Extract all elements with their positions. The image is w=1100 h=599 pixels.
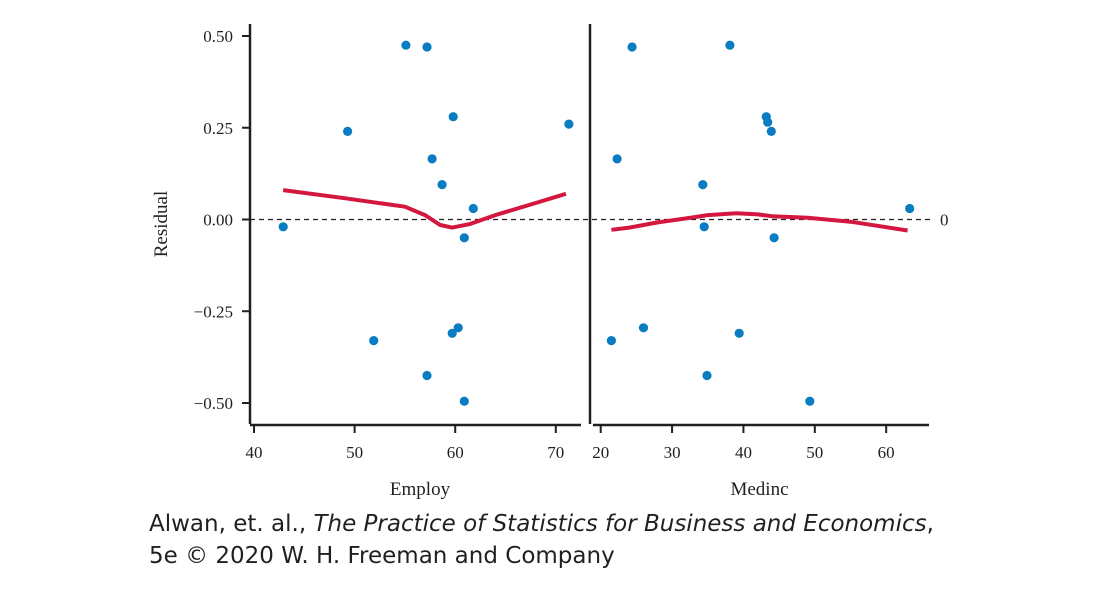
credit-comma: , [926, 511, 934, 537]
x-tick-label: 50 [806, 443, 823, 462]
data-point [447, 328, 457, 338]
data-point [468, 203, 478, 214]
data-point [763, 117, 773, 127]
data-point [369, 336, 379, 346]
x-tick-label: 60 [878, 443, 895, 462]
x-tick-label: 20 [592, 443, 609, 462]
data-point [734, 328, 744, 338]
x-tick-label: 50 [346, 443, 363, 462]
data-point [459, 396, 469, 406]
x-tick-label: 30 [664, 443, 681, 462]
y-tick-label: −0.25 [194, 302, 233, 321]
data-point [606, 336, 617, 346]
data-point [453, 323, 463, 333]
credit-book-title: The Practice of Statistics for Business … [313, 511, 927, 537]
data-point [905, 203, 915, 214]
data-point [725, 40, 735, 50]
data-point [459, 233, 469, 243]
data-point [564, 119, 574, 129]
residual-plot: Residual 0.50 0.25 0.00 −0.25 −0.50 40 50 60 70 E… [151, 24, 949, 500]
data-point [612, 154, 622, 164]
data-point [437, 180, 447, 190]
data-point [699, 222, 709, 232]
credit-line-2: 5e © 2020 W. H. Freeman and Company [149, 543, 615, 569]
x-tick-label: 40 [246, 443, 263, 462]
smooth-curve-1 [282, 188, 567, 230]
data-point [638, 323, 649, 333]
y-tick-label: 0.25 [203, 119, 233, 138]
data-point [702, 370, 712, 381]
data-point [769, 233, 779, 243]
data-point [343, 126, 353, 136]
x-tick-label: 60 [447, 443, 464, 462]
data-point [627, 42, 637, 52]
data-point [805, 396, 815, 406]
data-point [766, 126, 776, 136]
x-axis-title-2: Medinc [730, 479, 788, 500]
y-axis-title: Residual [151, 191, 172, 258]
data-point [422, 42, 432, 52]
credit-authors: Alwan, et. al., [149, 511, 314, 537]
data-point [448, 112, 458, 122]
data-point [401, 40, 411, 50]
data-point [278, 222, 288, 232]
y-tick-label: −0.50 [194, 394, 233, 413]
credit-line-1: Alwan, et. al., The Practice of Statisti… [149, 511, 934, 537]
x-tick-label: 70 [547, 443, 564, 462]
data-point [422, 370, 432, 381]
y-tick-label: 0.00 [203, 211, 233, 230]
data-point [698, 180, 708, 190]
y-tick-label: 0.50 [203, 27, 233, 46]
zero-reference-label: 0 [940, 211, 949, 230]
data-point [427, 154, 437, 164]
x-tick-label: 40 [735, 443, 752, 462]
smooth-curve-2 [611, 211, 908, 233]
x-axis-title-1: Employ [390, 479, 451, 500]
